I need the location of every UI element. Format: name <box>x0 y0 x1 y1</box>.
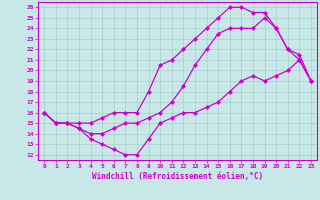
X-axis label: Windchill (Refroidissement éolien,°C): Windchill (Refroidissement éolien,°C) <box>92 172 263 181</box>
